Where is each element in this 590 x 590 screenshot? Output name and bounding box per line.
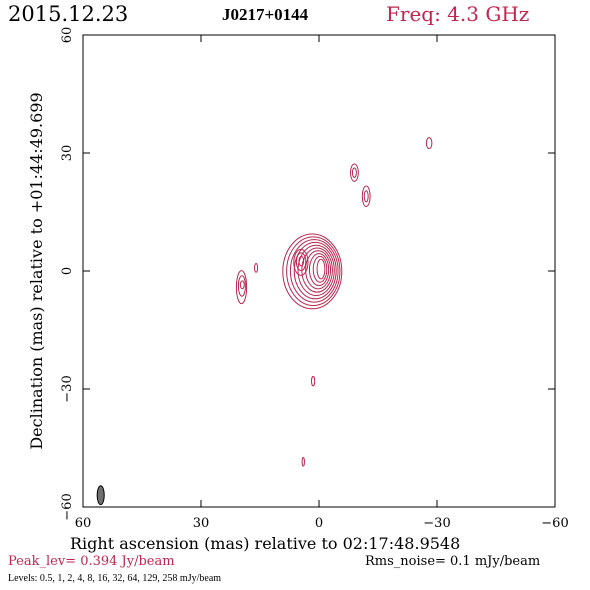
y-tick-label: −60	[60, 493, 75, 520]
x-tick-label: 60	[75, 516, 92, 531]
plot-frame	[82, 34, 556, 508]
x-axis-label: Right ascension (mas) relative to 02:17:…	[70, 534, 461, 553]
contour-levels: Levels: 0.5, 1, 2, 4, 8, 16, 32, 64, 129…	[8, 573, 222, 584]
x-tick-label: −30	[423, 516, 450, 531]
contour-inner-knot	[293, 248, 309, 276]
source-name: J0217+0144	[222, 5, 309, 24]
contour-jet-1	[351, 167, 357, 178]
frequency-label: Freq: 4.3 GHz	[386, 2, 530, 26]
x-tick-label: 0	[315, 516, 323, 531]
contour-core	[312, 255, 328, 283]
contour-core	[308, 253, 330, 287]
contour-south-1	[311, 375, 316, 387]
contour-jet-2	[361, 185, 371, 207]
x-tick-label: 30	[193, 516, 210, 531]
observation-date: 2015.12.23	[8, 2, 129, 26]
contour-set	[235, 137, 433, 467]
x-tick-label: −60	[541, 516, 568, 531]
beam-ellipse	[96, 485, 105, 506]
y-tick-label: 0	[60, 267, 75, 275]
y-tick-label: 60	[60, 27, 75, 44]
contour-core	[297, 244, 335, 296]
contour-core	[282, 233, 343, 310]
contour-core	[289, 239, 339, 303]
contour-east-blob	[253, 263, 259, 273]
y-axis-label: Declination (mas) relative to +01:44:49.…	[27, 92, 46, 449]
peak-level: Peak_lev= 0.394 Jy/beam	[8, 554, 175, 569]
contour-jet-2	[363, 190, 369, 203]
contour-east-knot	[235, 270, 248, 305]
contour-east-knot	[237, 275, 246, 297]
contour-core	[293, 241, 337, 300]
contour-core	[305, 250, 332, 290]
axis-ticks: 60 30 0 −30 −60 −60 −30 0 30 60	[60, 27, 569, 531]
y-tick-label: 30	[60, 145, 75, 162]
rms-noise: Rms_noise= 0.1 mJy/beam	[365, 554, 541, 569]
contour-east-knot	[239, 280, 245, 290]
contour-core	[286, 236, 341, 306]
contour-core	[316, 258, 326, 280]
contour-south-2	[301, 456, 305, 467]
y-tick-label: −30	[60, 375, 75, 402]
contour-jet-1	[349, 163, 359, 182]
contour-inner-knot	[295, 252, 307, 272]
contour-inner-knot	[298, 255, 305, 267]
contour-jet-3	[425, 137, 433, 150]
